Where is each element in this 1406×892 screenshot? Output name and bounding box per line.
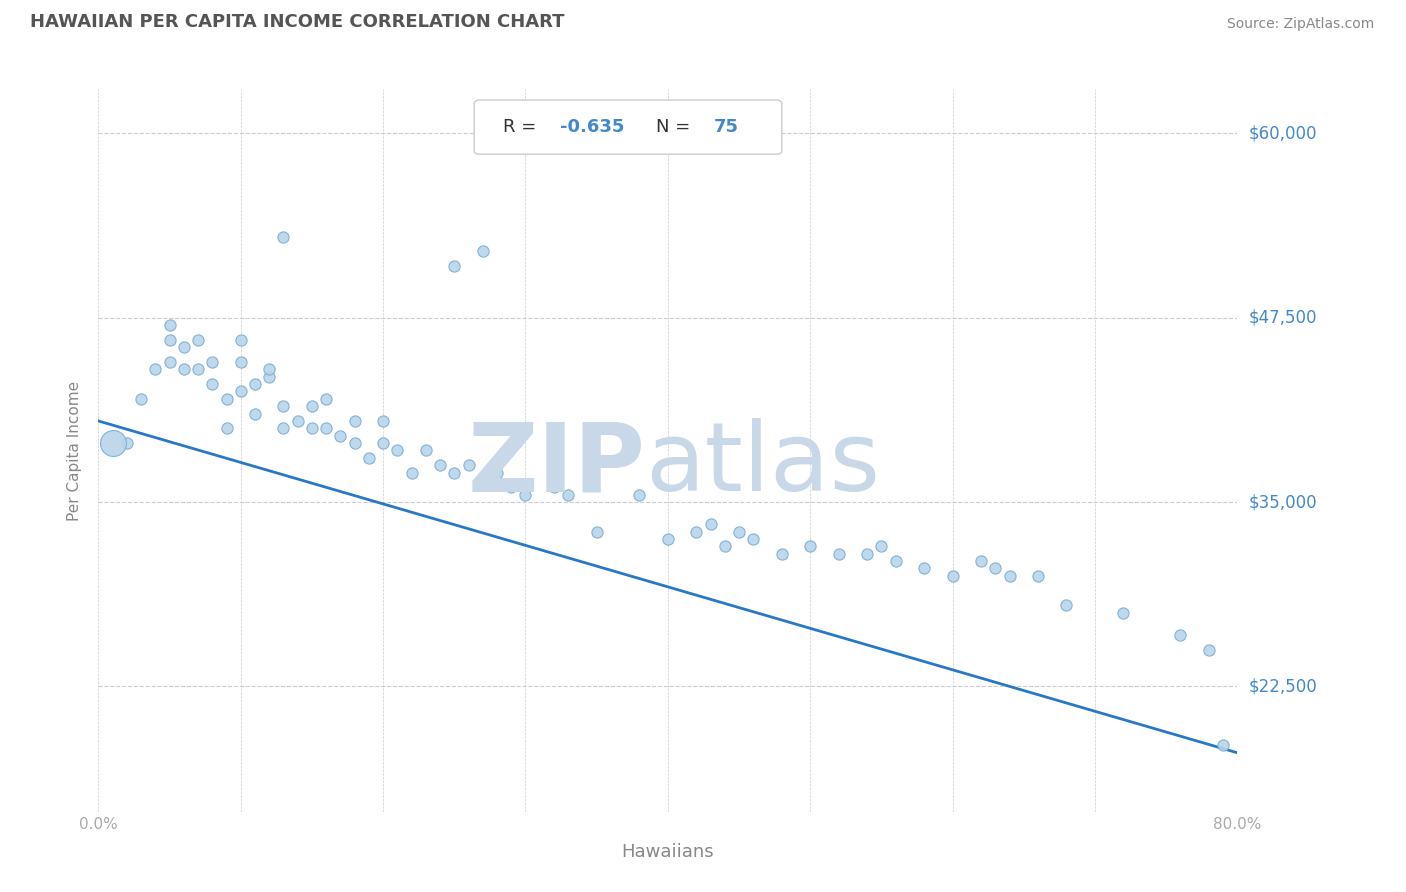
FancyBboxPatch shape <box>474 100 782 154</box>
Point <box>770 547 793 561</box>
Text: 75: 75 <box>713 118 738 136</box>
Point <box>273 421 295 435</box>
Point <box>501 480 523 494</box>
Point <box>429 458 451 473</box>
Point <box>243 377 266 392</box>
Point <box>159 333 181 347</box>
Point <box>685 524 707 539</box>
Point <box>884 554 907 568</box>
Point <box>984 561 1007 575</box>
Point <box>415 443 437 458</box>
Point <box>343 436 366 450</box>
Point <box>486 466 509 480</box>
Point <box>443 466 465 480</box>
Point <box>1198 642 1220 657</box>
Point <box>145 362 167 376</box>
Point <box>856 547 879 561</box>
Text: N =: N = <box>657 118 696 136</box>
Point <box>215 421 238 435</box>
Text: R =: R = <box>503 118 541 136</box>
Point <box>315 392 337 406</box>
Point <box>301 421 323 435</box>
Point <box>1170 628 1192 642</box>
Point <box>471 473 494 487</box>
Point <box>201 377 224 392</box>
Point <box>187 333 209 347</box>
Point <box>471 244 494 259</box>
Point <box>942 569 965 583</box>
Point <box>357 450 380 465</box>
Point <box>115 436 138 450</box>
Point <box>543 480 565 494</box>
Point <box>515 488 537 502</box>
Point <box>229 384 252 399</box>
Text: HAWAIIAN PER CAPITA INCOME CORRELATION CHART: HAWAIIAN PER CAPITA INCOME CORRELATION C… <box>30 13 565 31</box>
Point <box>443 259 465 273</box>
Text: -0.635: -0.635 <box>560 118 624 136</box>
Text: Source: ZipAtlas.com: Source: ZipAtlas.com <box>1226 18 1374 31</box>
Text: $35,000: $35,000 <box>1249 493 1317 511</box>
Point <box>329 428 352 442</box>
Point <box>1026 569 1049 583</box>
Point <box>799 539 821 553</box>
Point <box>229 355 252 369</box>
Text: $47,500: $47,500 <box>1249 309 1317 326</box>
Point <box>287 414 309 428</box>
Point <box>243 407 266 421</box>
Point <box>259 369 281 384</box>
Point <box>870 539 893 553</box>
Point <box>401 466 423 480</box>
Point <box>912 561 935 575</box>
Point <box>129 392 152 406</box>
Point <box>1056 599 1078 613</box>
Y-axis label: Per Capita Income: Per Capita Income <box>67 380 83 521</box>
Point <box>387 443 409 458</box>
Point <box>970 554 993 568</box>
Point <box>101 436 124 450</box>
Point <box>373 414 395 428</box>
Point <box>457 458 479 473</box>
Text: atlas: atlas <box>645 418 880 511</box>
Point <box>373 436 395 450</box>
Point <box>229 333 252 347</box>
Point <box>714 539 737 553</box>
Point <box>259 362 281 376</box>
Point <box>273 399 295 413</box>
Point <box>1212 739 1234 753</box>
Point <box>173 340 195 354</box>
Point <box>159 318 181 332</box>
X-axis label: Hawaiians: Hawaiians <box>621 843 714 861</box>
Point <box>742 532 765 546</box>
Point <box>159 355 181 369</box>
Point <box>1112 606 1135 620</box>
Point <box>315 421 337 435</box>
Point <box>828 547 851 561</box>
Text: $22,500: $22,500 <box>1249 677 1317 696</box>
Point <box>699 517 721 532</box>
Point <box>998 569 1021 583</box>
Point <box>728 524 751 539</box>
Point <box>557 488 579 502</box>
Point <box>657 532 679 546</box>
Point <box>201 355 224 369</box>
Point <box>301 399 323 413</box>
Point <box>215 392 238 406</box>
Text: $60,000: $60,000 <box>1249 125 1317 143</box>
Text: ZIP: ZIP <box>467 418 645 511</box>
Point <box>173 362 195 376</box>
Point <box>187 362 209 376</box>
Point <box>628 488 651 502</box>
Point <box>343 414 366 428</box>
Point <box>273 229 295 244</box>
Point <box>585 524 607 539</box>
